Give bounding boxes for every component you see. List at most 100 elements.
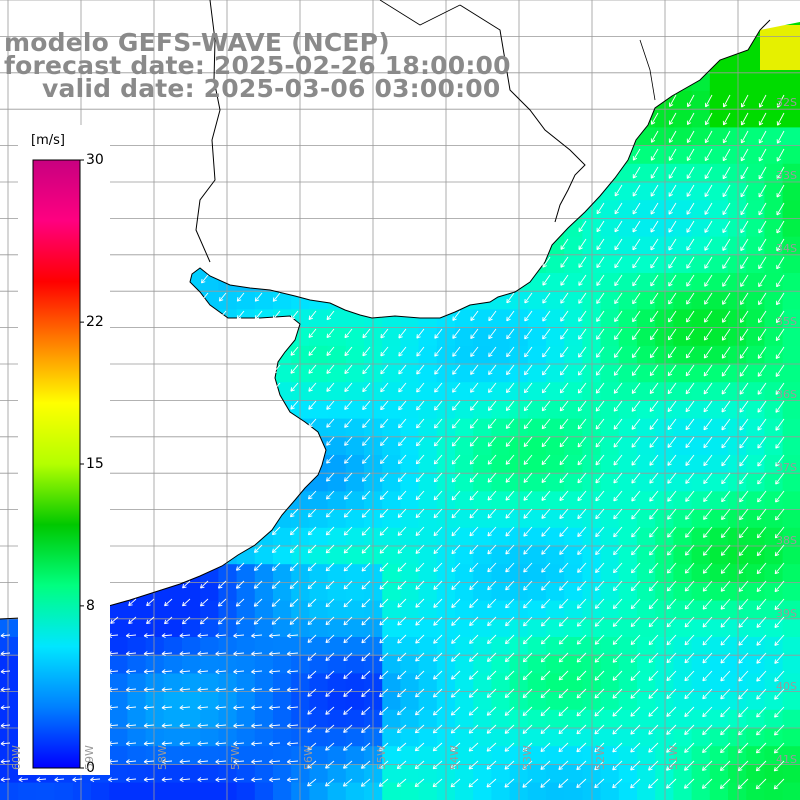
wind-arrow [685, 436, 695, 449]
wind-arrow [668, 238, 677, 251]
wind-speed-cell [309, 309, 329, 329]
wind-speed-cell [455, 473, 474, 492]
wind-arrow [290, 310, 299, 320]
longitude-label: 58W [156, 745, 169, 770]
wind-speed-cell [618, 327, 638, 347]
wind-arrow [558, 670, 569, 681]
wind-arrow [720, 544, 731, 556]
wind-speed-cell [527, 309, 547, 329]
wind-speed-cell [455, 709, 474, 729]
wind-speed-cell [709, 509, 729, 529]
wind-speed-cell [782, 564, 800, 583]
wind-speed-cell [728, 527, 747, 547]
wind-speed-cell [109, 728, 128, 747]
wind-arrow [686, 202, 695, 215]
wind-speed-cell [546, 509, 565, 529]
wind-arrow [307, 760, 317, 769]
wind-speed-cell [546, 673, 565, 693]
wind-speed-cell [728, 546, 747, 565]
wind-arrow [541, 400, 551, 412]
wind-arrow [487, 490, 497, 501]
wind-arrow [343, 634, 353, 644]
wind-arrow [686, 238, 695, 251]
wind-arrow [379, 562, 389, 572]
wind-arrow [738, 706, 749, 718]
wind-arrow [522, 760, 533, 770]
wind-speed-cell [746, 127, 765, 147]
wind-arrow [451, 526, 461, 537]
wind-arrow [775, 418, 785, 431]
wind-speed-cell [782, 509, 800, 529]
wind-arrow [630, 580, 641, 592]
wind-speed-cell [236, 582, 256, 602]
wind-arrow [233, 759, 245, 765]
wind-arrow [470, 364, 479, 375]
wind-arrow [614, 184, 623, 197]
wind-speed-cell [418, 400, 438, 420]
wind-speed-cell [145, 746, 165, 765]
wind-speed-cell [127, 728, 147, 747]
wind-arrow [397, 688, 407, 698]
wind-arrow [722, 292, 731, 305]
wind-arrow [269, 705, 281, 711]
wind-speed-cell [236, 655, 256, 674]
wind-arrow [415, 580, 425, 590]
wind-arrow [0, 705, 11, 710]
wind-arrow [720, 616, 731, 628]
wind-arrow [380, 346, 389, 357]
wind-arrow [684, 760, 695, 771]
wind-arrow [179, 723, 191, 729]
wind-speed-cell [764, 418, 784, 438]
wind-arrow [143, 633, 155, 639]
wind-arrow [614, 220, 623, 233]
wind-arrow [451, 652, 461, 662]
wind-arrow [722, 112, 731, 126]
wind-speed-cell [291, 746, 310, 765]
wind-speed-cell [145, 655, 165, 674]
wind-speed-cell [746, 782, 765, 800]
wind-speed-cell [691, 546, 711, 565]
wind-arrow [415, 688, 425, 698]
wind-arrow [179, 777, 191, 783]
wind-arrow [684, 688, 695, 700]
wind-arrow [307, 616, 317, 625]
wind-speed-cell [618, 637, 638, 656]
wind-arrow [596, 310, 605, 322]
wind-arrow [451, 490, 461, 501]
wind-speed-cell [182, 764, 201, 784]
wind-speed-cell [728, 54, 747, 74]
latitude-label: 40S [776, 680, 797, 693]
wind-speed-cell [473, 418, 492, 438]
wind-arrow [451, 508, 461, 519]
wind-speed-cell [618, 473, 638, 492]
wind-arrow [451, 472, 461, 483]
wind-arrow [415, 652, 425, 662]
wind-arrow [379, 670, 389, 680]
wind-arrow [450, 742, 461, 752]
wind-arrow [685, 472, 695, 484]
wind-arrow [161, 651, 173, 657]
wind-arrow [378, 778, 389, 787]
wind-speed-cell [418, 527, 438, 547]
wind-arrow [686, 220, 695, 233]
wind-arrow [380, 382, 389, 393]
wind-speed-cell [709, 382, 729, 401]
wind-speed-cell [691, 582, 711, 602]
wind-speed-cell [600, 273, 620, 292]
wind-speed-cell [236, 709, 256, 729]
wind-speed-cell [182, 600, 201, 620]
wind-arrow [505, 526, 515, 537]
wind-speed-cell [109, 709, 128, 729]
wind-arrow [668, 112, 677, 125]
wind-arrow [416, 418, 425, 429]
wind-arrow [397, 580, 407, 590]
wind-arrow [684, 778, 695, 789]
wind-arrow [668, 310, 677, 323]
wind-arrow [594, 760, 605, 771]
wind-arrow [197, 651, 209, 657]
wind-speed-cell [327, 637, 347, 656]
wind-arrow [775, 454, 785, 467]
wind-speed-cell [345, 418, 365, 438]
wind-arrow [415, 490, 425, 501]
wind-arrow [540, 760, 551, 770]
